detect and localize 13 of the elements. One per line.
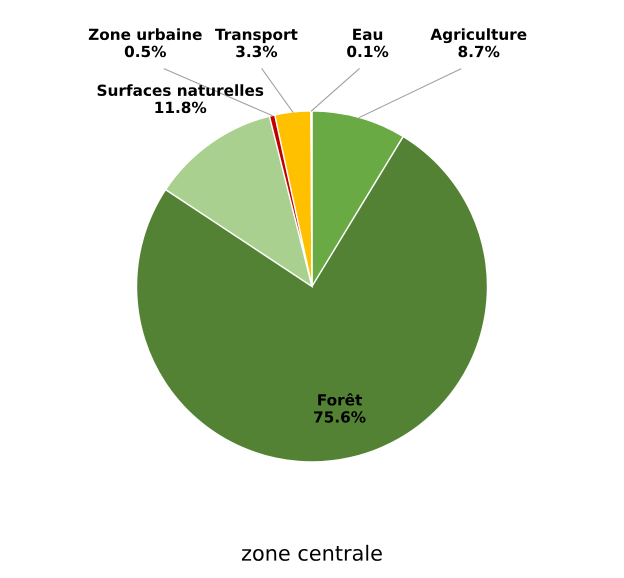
data-label: 11.8%: [155, 102, 206, 114]
slice-label: Surfaces naturelles: [98, 84, 264, 96]
data-label: 3.3%: [236, 46, 278, 58]
data-label: 0.5%: [124, 46, 166, 58]
slice-label: Forêt: [318, 393, 362, 406]
slice-label: Agriculture: [430, 28, 526, 44]
slice-label: Transport: [215, 28, 298, 44]
text: zone centrale: [242, 544, 382, 561]
data-label: 8.7%: [458, 46, 500, 58]
data-label: 0.1%: [347, 46, 388, 58]
data-label: 75.6%: [314, 411, 366, 423]
slice-label: Zone urbaine: [88, 28, 202, 40]
slice-label: Eau: [353, 28, 382, 40]
